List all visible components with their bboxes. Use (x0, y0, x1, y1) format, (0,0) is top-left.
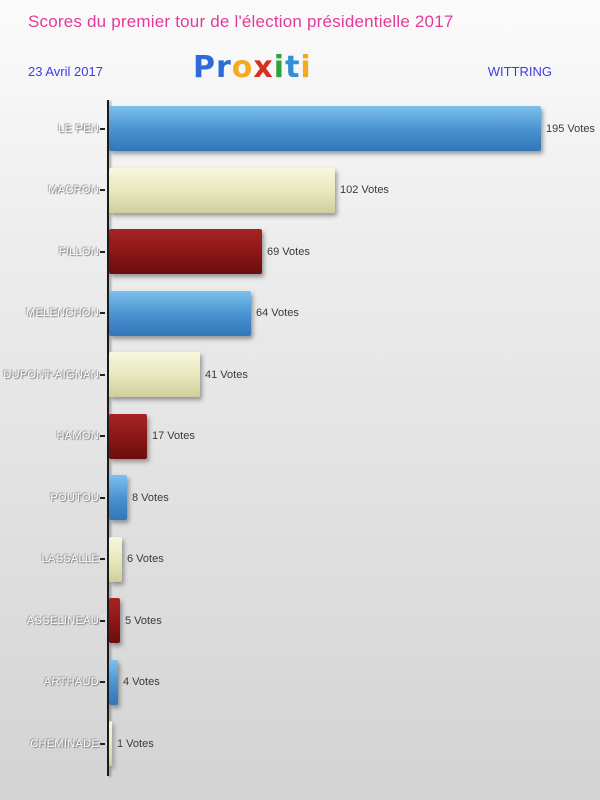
logo-letter: o (231, 50, 254, 85)
date-label: 23 Avril 2017 (28, 64, 103, 79)
candidate-label: MELENCHON (26, 307, 99, 320)
value-label: 17 Votes (152, 430, 195, 443)
value-label: 8 Votes (132, 491, 169, 504)
axis-tick (100, 558, 105, 561)
page-title: Scores du premier tour de l'élection pré… (28, 12, 454, 31)
logo-letter: r (216, 50, 232, 85)
bar-row: ARTHAUD 4 Votes (0, 652, 600, 714)
value-label: 6 Votes (127, 553, 164, 566)
candidate-label: DUPONT-AIGNAN (3, 368, 99, 381)
bar-area: 17 Votes (109, 413, 600, 459)
axis-tick (100, 742, 105, 745)
candidate-label: MACRON (48, 184, 99, 197)
bar-area: 195 Votes (109, 106, 600, 152)
value-label: 4 Votes (123, 676, 160, 689)
bar (109, 106, 541, 152)
bar-row: HAMON 17 Votes (0, 406, 600, 468)
candidate-label: CHEMINADE (30, 737, 99, 750)
bar (109, 536, 122, 582)
bar-area: 4 Votes (109, 659, 600, 705)
value-label: 102 Votes (340, 184, 389, 197)
bar-row: MACRON 102 Votes (0, 160, 600, 222)
bar-chart: LE PEN 195 Votes MACRON 102 Votes FILLON 69 V… (0, 98, 600, 778)
candidate-label: POUTOU (50, 491, 99, 504)
bar (109, 167, 335, 213)
bar-area: 41 Votes (109, 352, 600, 398)
bar (109, 229, 262, 275)
value-label: 195 Votes (546, 122, 595, 135)
bar (109, 721, 112, 767)
bar-area: 6 Votes (109, 536, 600, 582)
logo-letter: i (300, 50, 312, 85)
bar-area: 102 Votes (109, 167, 600, 213)
bar-area: 5 Votes (109, 598, 600, 644)
bar-row: MELENCHON 64 Votes (0, 283, 600, 345)
bar (109, 475, 127, 521)
location-label: WITTRING (487, 64, 552, 79)
chart-rows: LE PEN 195 Votes MACRON 102 Votes FILLON 69 V… (0, 98, 600, 775)
bar-row: FILLON 69 Votes (0, 221, 600, 283)
bar (109, 413, 147, 459)
value-label: 64 Votes (256, 307, 299, 320)
bar-area: 8 Votes (109, 475, 600, 521)
bar-area: 69 Votes (109, 229, 600, 275)
bar-row: CHEMINADE 1 Votes (0, 713, 600, 775)
axis-tick (100, 681, 105, 684)
y-axis-line (107, 100, 109, 776)
bar-row: POUTOU 8 Votes (0, 467, 600, 529)
bar-area: 64 Votes (109, 290, 600, 336)
candidate-label: FILLON (58, 245, 99, 258)
bar-area: 1 Votes (109, 721, 600, 767)
axis-tick (100, 127, 105, 130)
axis-tick (100, 312, 105, 315)
bar (109, 659, 118, 705)
axis-tick (100, 189, 105, 192)
bar (109, 598, 120, 644)
logo-letter: x (253, 50, 274, 85)
candidate-label: LE PEN (58, 122, 99, 135)
logo-letter: t (285, 50, 301, 85)
candidate-label: HAMON (56, 430, 99, 443)
axis-tick (100, 496, 105, 499)
candidate-label: ASSELINEAU (26, 614, 99, 627)
candidate-label: ARTHAUD (43, 676, 99, 689)
value-label: 41 Votes (205, 368, 248, 381)
logo-letter: P (193, 50, 216, 85)
axis-tick (100, 373, 105, 376)
bar-row: DUPONT-AIGNAN 41 Votes (0, 344, 600, 406)
logo-letter: i (273, 50, 286, 85)
value-label: 1 Votes (117, 737, 154, 750)
axis-tick (100, 250, 105, 253)
axis-tick (100, 619, 105, 622)
candidate-label: LASSALLE (41, 553, 99, 566)
bar-row: LASSALLE 6 Votes (0, 529, 600, 591)
bar-row: LE PEN 195 Votes (0, 98, 600, 160)
bar (109, 290, 251, 336)
proxiti-logo: Proxiti (193, 50, 312, 85)
bar (109, 352, 200, 398)
bar-row: ASSELINEAU 5 Votes (0, 590, 600, 652)
axis-tick (100, 435, 105, 438)
value-label: 69 Votes (267, 245, 310, 258)
value-label: 5 Votes (125, 614, 162, 627)
